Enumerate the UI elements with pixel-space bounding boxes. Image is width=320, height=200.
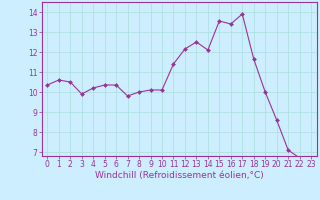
X-axis label: Windchill (Refroidissement éolien,°C): Windchill (Refroidissement éolien,°C) xyxy=(95,171,264,180)
